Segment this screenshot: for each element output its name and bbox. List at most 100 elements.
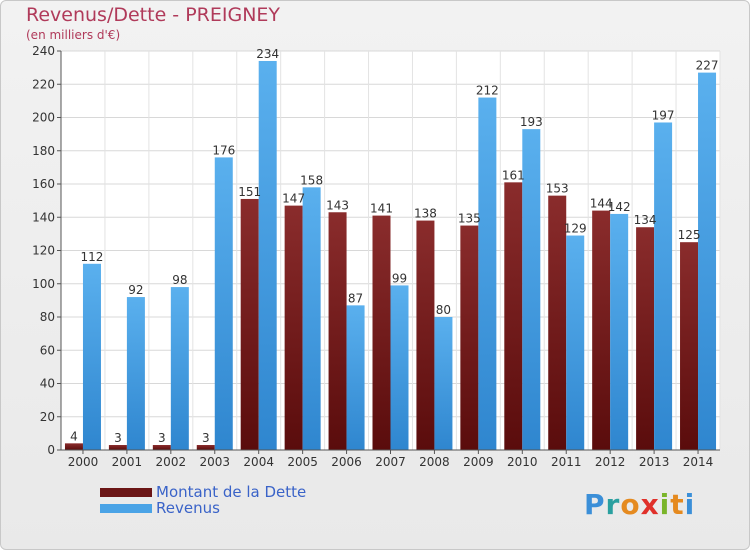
y-tick-label: 80 <box>40 310 55 324</box>
legend-label-revenus: Revenus <box>156 499 220 517</box>
data-label-dette-2010: 161 <box>502 168 525 182</box>
y-tick-label: 240 <box>32 44 55 58</box>
bar-dette-2004 <box>240 198 259 450</box>
data-label-revenus-2009: 212 <box>476 84 499 98</box>
x-tick-label-2009: 2009 <box>463 455 494 469</box>
y-tick-label: 200 <box>32 111 55 125</box>
bar-dette-2010 <box>504 182 523 450</box>
chart-title: Revenus/Dette - PREIGNEY <box>26 4 281 26</box>
data-label-revenus-2002: 98 <box>172 273 187 287</box>
bar-dette-2000 <box>64 443 83 450</box>
x-tick-label-2002: 2002 <box>156 455 187 469</box>
bar-revenus-2005 <box>302 187 321 450</box>
bar-revenus-2013 <box>654 122 673 451</box>
data-label-dette-2009: 135 <box>458 212 481 226</box>
bar-revenus-2009 <box>478 97 497 451</box>
logo-letter: i <box>684 488 696 521</box>
data-label-dette-2008: 138 <box>414 207 437 221</box>
legend: Montant de la Dette Revenus <box>100 483 307 517</box>
y-tick-label: 40 <box>40 377 55 391</box>
data-label-revenus-2005: 158 <box>300 173 323 187</box>
bar-revenus-2001 <box>126 297 145 450</box>
legend-item-debt: Montant de la Dette <box>100 483 307 501</box>
y-tick-label: 60 <box>40 343 55 357</box>
data-label-dette-2014: 125 <box>678 228 701 242</box>
x-tick-label-2011: 2011 <box>551 455 582 469</box>
bar-revenus-2007 <box>390 285 409 450</box>
y-tick-label: 180 <box>32 144 55 158</box>
y-tick-label: 20 <box>40 410 55 424</box>
bar-revenus-2012 <box>610 213 629 450</box>
bar-dette-2002 <box>152 445 171 450</box>
x-tick-label-2006: 2006 <box>331 455 362 469</box>
x-tick-label-2008: 2008 <box>419 455 450 469</box>
bar-dette-2013 <box>636 227 655 450</box>
bar-revenus-2014 <box>698 72 717 451</box>
data-label-dette-2003: 3 <box>202 431 210 445</box>
data-label-revenus-2004: 234 <box>256 47 279 61</box>
logo-letter: x <box>640 488 660 521</box>
legend-label-debt: Montant de la Dette <box>156 483 307 501</box>
x-tick-label-2014: 2014 <box>683 455 714 469</box>
logo-letter: t <box>670 488 685 521</box>
bar-dette-2006 <box>328 212 347 450</box>
bar-dette-2001 <box>108 445 127 450</box>
data-label-dette-2013: 134 <box>634 213 657 227</box>
data-label-revenus-2006: 87 <box>348 291 363 305</box>
x-tick-label-2005: 2005 <box>287 455 318 469</box>
x-tick-label-2013: 2013 <box>639 455 670 469</box>
bar-revenus-2010 <box>522 129 541 450</box>
legend-swatch-revenus <box>100 503 152 513</box>
data-label-revenus-2000: 112 <box>81 250 104 264</box>
y-tick-label: 100 <box>32 277 55 291</box>
data-label-dette-2011: 153 <box>546 182 569 196</box>
data-label-dette-2002: 3 <box>158 431 166 445</box>
y-tick-label: 160 <box>32 177 55 191</box>
bar-revenus-2000 <box>82 263 101 450</box>
bar-revenus-2008 <box>434 317 453 450</box>
x-tick-label-2012: 2012 <box>595 455 626 469</box>
data-label-dette-2005: 147 <box>282 192 305 206</box>
bar-dette-2011 <box>548 195 567 450</box>
bar-dette-2007 <box>372 215 391 450</box>
x-tick-label-2010: 2010 <box>507 455 538 469</box>
bar-dette-2008 <box>416 220 435 450</box>
bar-revenus-2004 <box>258 60 277 450</box>
data-label-revenus-2014: 227 <box>696 59 719 73</box>
bar-dette-2014 <box>680 242 699 450</box>
data-label-revenus-2003: 176 <box>212 143 235 157</box>
chart-subtitle: (en milliers d'€) <box>26 28 121 42</box>
data-label-revenus-2012: 142 <box>608 200 631 214</box>
bar-dette-2003 <box>196 445 215 450</box>
data-label-dette-2006: 143 <box>326 198 349 212</box>
bar-dette-2012 <box>592 210 611 450</box>
logo-letter: r <box>605 488 621 521</box>
x-tick-label-2000: 2000 <box>68 455 99 469</box>
x-tick-label-2001: 2001 <box>112 455 143 469</box>
data-label-dette-2012: 144 <box>590 197 613 211</box>
y-tick-label: 220 <box>32 77 55 91</box>
data-label-dette-2004: 151 <box>238 185 261 199</box>
y-tick-label: 120 <box>32 244 55 258</box>
y-tick-label: 0 <box>47 443 55 457</box>
y-tick-label: 140 <box>32 210 55 224</box>
bar-revenus-2011 <box>566 235 585 450</box>
bar-revenus-2003 <box>214 157 233 450</box>
legend-item-revenus: Revenus <box>100 499 306 517</box>
bar-revenus-2002 <box>170 287 189 450</box>
legend-swatch-debt <box>100 487 152 497</box>
data-label-revenus-2013: 197 <box>652 108 675 122</box>
logo-letter: o <box>620 488 641 521</box>
data-label-revenus-2007: 99 <box>392 271 407 285</box>
data-label-dette-2000: 4 <box>70 429 78 443</box>
x-tick-label-2004: 2004 <box>243 455 274 469</box>
bar-revenus-2006 <box>346 305 365 450</box>
data-label-revenus-2001: 92 <box>128 283 143 297</box>
logo-letter: P <box>584 488 606 521</box>
x-tick-label-2003: 2003 <box>199 455 230 469</box>
bar-dette-2005 <box>284 205 303 450</box>
data-label-dette-2007: 141 <box>370 202 393 216</box>
logo-letter: i <box>659 488 671 521</box>
data-label-revenus-2008: 80 <box>436 303 451 317</box>
